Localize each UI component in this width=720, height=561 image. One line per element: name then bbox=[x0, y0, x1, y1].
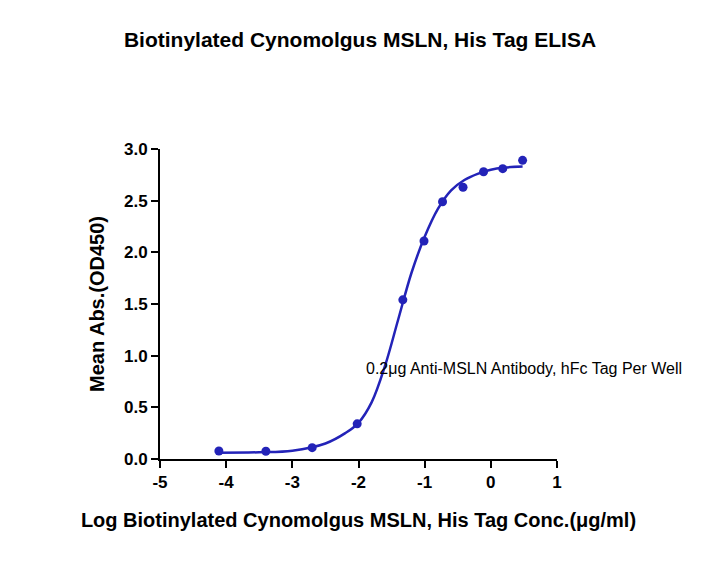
svg-text:Biotinylated Cynomolgus MSLN,: Biotinylated Cynomolgus MSLN, His Tag EL… bbox=[124, 28, 596, 51]
svg-text:Log Biotinylated Cynomolgus MS: Log Biotinylated Cynomolgus MSLN, His Ta… bbox=[81, 509, 636, 531]
svg-text:0.0: 0.0 bbox=[124, 450, 148, 469]
svg-text:Mean Abs.(OD450): Mean Abs.(OD450) bbox=[86, 216, 108, 392]
svg-text:-2: -2 bbox=[351, 473, 366, 492]
svg-text:2.5: 2.5 bbox=[124, 192, 148, 211]
svg-text:-5: -5 bbox=[152, 473, 167, 492]
svg-text:0.5: 0.5 bbox=[124, 398, 148, 417]
svg-text:1.5: 1.5 bbox=[124, 295, 148, 314]
svg-text:0: 0 bbox=[486, 473, 495, 492]
svg-text:-4: -4 bbox=[219, 473, 235, 492]
svg-text:1: 1 bbox=[552, 473, 561, 492]
svg-text:2.0: 2.0 bbox=[124, 243, 148, 262]
svg-text:-1: -1 bbox=[417, 473, 432, 492]
svg-text:3.0: 3.0 bbox=[124, 140, 148, 159]
svg-text:-3: -3 bbox=[285, 473, 300, 492]
svg-text:1.0: 1.0 bbox=[124, 347, 148, 366]
svg-text:0.2μg Anti-MSLN Antibody, hFc: 0.2μg Anti-MSLN Antibody, hFc Tag Per We… bbox=[366, 360, 682, 377]
